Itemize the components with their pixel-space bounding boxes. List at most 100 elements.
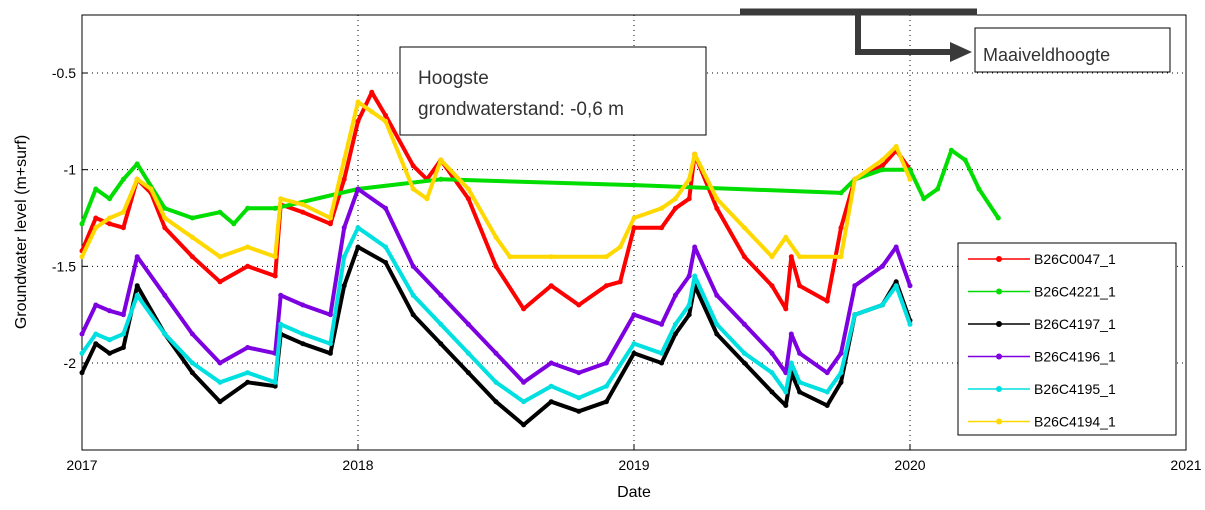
data-point <box>797 254 803 260</box>
data-point <box>134 283 140 289</box>
data-point <box>162 292 168 298</box>
data-point <box>548 399 554 405</box>
data-point <box>907 283 913 289</box>
data-point <box>783 370 789 376</box>
data-point <box>355 225 361 231</box>
data-point <box>838 379 844 385</box>
data-point <box>465 370 471 376</box>
data-point <box>162 205 168 211</box>
legend-item: B26C4221_1 <box>968 284 1116 300</box>
data-point <box>893 283 899 289</box>
data-point <box>341 283 347 289</box>
data-point <box>493 379 499 385</box>
data-point <box>278 292 284 298</box>
data-point <box>245 379 251 385</box>
series-b26c4195-1 <box>79 225 913 405</box>
y-tick-label: -1.5 <box>52 258 76 274</box>
data-point <box>838 190 844 196</box>
data-point <box>995 215 1001 221</box>
data-point <box>788 360 794 366</box>
data-point <box>79 254 85 260</box>
data-point <box>603 360 609 366</box>
data-point <box>879 167 885 173</box>
data-point <box>838 254 844 260</box>
data-point <box>79 221 85 227</box>
data-point <box>107 215 113 221</box>
data-point <box>355 186 361 192</box>
data-point <box>355 244 361 250</box>
data-point <box>278 196 284 202</box>
legend-item: B26C4196_1 <box>968 349 1116 365</box>
data-point <box>383 205 389 211</box>
legend-label: B26C4221_1 <box>1034 284 1116 300</box>
data-point <box>424 196 430 202</box>
data-point <box>327 312 333 318</box>
data-point <box>907 167 913 173</box>
data-point <box>797 350 803 356</box>
data-point <box>300 209 306 215</box>
data-point <box>838 225 844 231</box>
data-point <box>824 389 830 395</box>
data-point <box>438 157 444 163</box>
data-point <box>741 321 747 327</box>
legend: B26C0047_1 B26C4221_1 B26C4197_1 B26C4196_1… <box>957 242 1177 436</box>
data-point <box>107 337 113 343</box>
data-point <box>714 196 720 202</box>
legend-marker <box>996 321 1002 327</box>
data-point <box>907 176 913 182</box>
data-point <box>852 312 858 318</box>
data-point <box>741 225 747 231</box>
data-point <box>93 225 99 231</box>
data-point <box>272 273 278 279</box>
data-point <box>548 283 554 289</box>
data-point <box>300 331 306 337</box>
data-point <box>741 254 747 260</box>
data-point <box>893 144 899 149</box>
data-point <box>741 360 747 366</box>
data-point <box>617 279 623 285</box>
data-point <box>672 292 678 298</box>
legend-marker <box>996 353 1002 360</box>
data-point <box>788 254 794 260</box>
y-ticks: -0.5 -1 -1.5 -2 <box>52 65 88 371</box>
data-point <box>824 370 830 376</box>
data-point <box>189 215 195 221</box>
data-point <box>162 215 168 221</box>
data-point <box>272 383 278 389</box>
data-point <box>576 370 582 376</box>
x-axis-label: Date <box>617 484 651 501</box>
data-point <box>769 283 775 289</box>
data-point <box>355 118 361 124</box>
data-point <box>120 331 126 337</box>
data-point <box>410 163 416 169</box>
data-point <box>797 379 803 385</box>
data-point <box>93 341 99 347</box>
data-point <box>341 176 347 182</box>
data-point <box>797 283 803 289</box>
data-point <box>935 186 941 192</box>
data-point <box>231 221 237 227</box>
data-point <box>383 118 389 124</box>
annotation-maaiveld-box <box>974 27 1171 73</box>
series-b26c4196-1 <box>79 186 913 385</box>
data-point <box>327 341 333 347</box>
data-point <box>852 176 858 182</box>
data-point <box>788 331 794 337</box>
data-point <box>134 292 140 298</box>
data-point <box>272 205 278 211</box>
data-point <box>107 350 113 356</box>
data-point <box>603 283 609 289</box>
annotation-hoogste-box <box>399 46 707 136</box>
data-point <box>617 244 623 250</box>
data-point <box>245 263 251 269</box>
data-point <box>548 383 554 389</box>
data-point <box>189 360 195 366</box>
annotation-hoogste-line1: Hoogste <box>418 68 489 89</box>
data-point <box>217 379 223 385</box>
annotation-hoogste-grondwaterstand: Hoogste grondwaterstand: -0,6 m <box>399 46 707 136</box>
data-point <box>659 205 665 211</box>
data-point <box>783 389 789 395</box>
data-point <box>686 196 692 202</box>
